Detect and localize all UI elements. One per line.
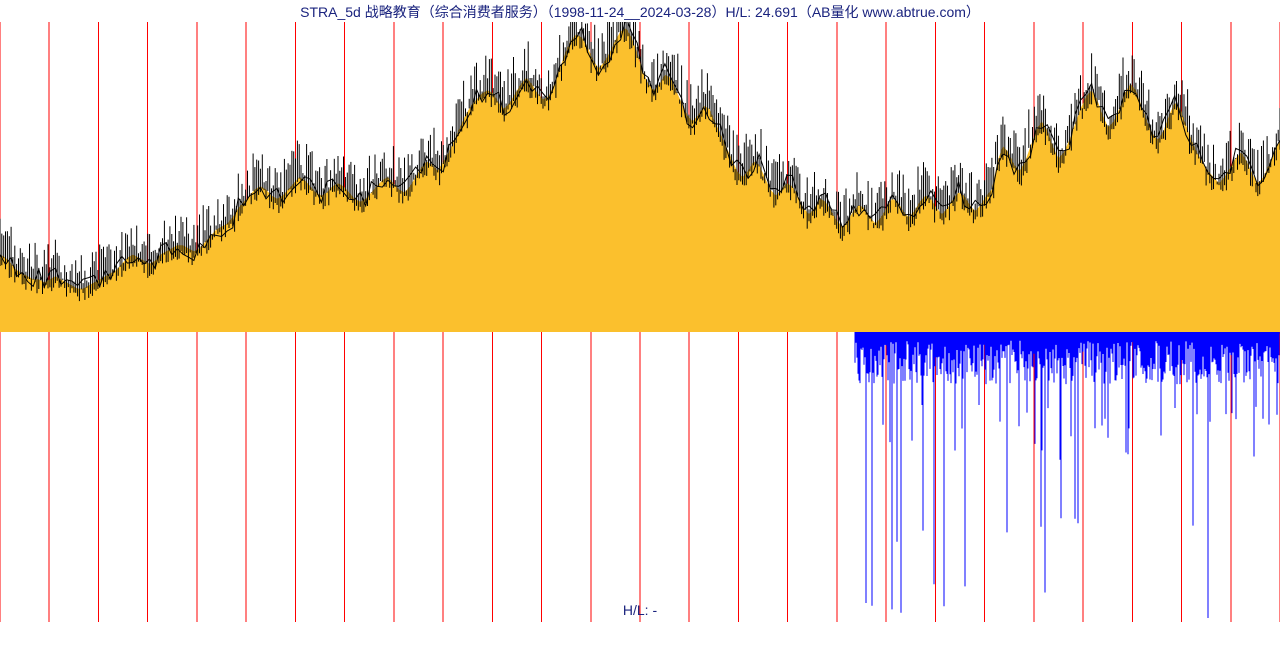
price-volume-chart [0,22,1280,642]
chart-title: STRA_5d 战略教育（综合消费者服务）（1998-11-24__2024-0… [0,0,1280,22]
footer-label: H/L: - [0,602,1280,618]
